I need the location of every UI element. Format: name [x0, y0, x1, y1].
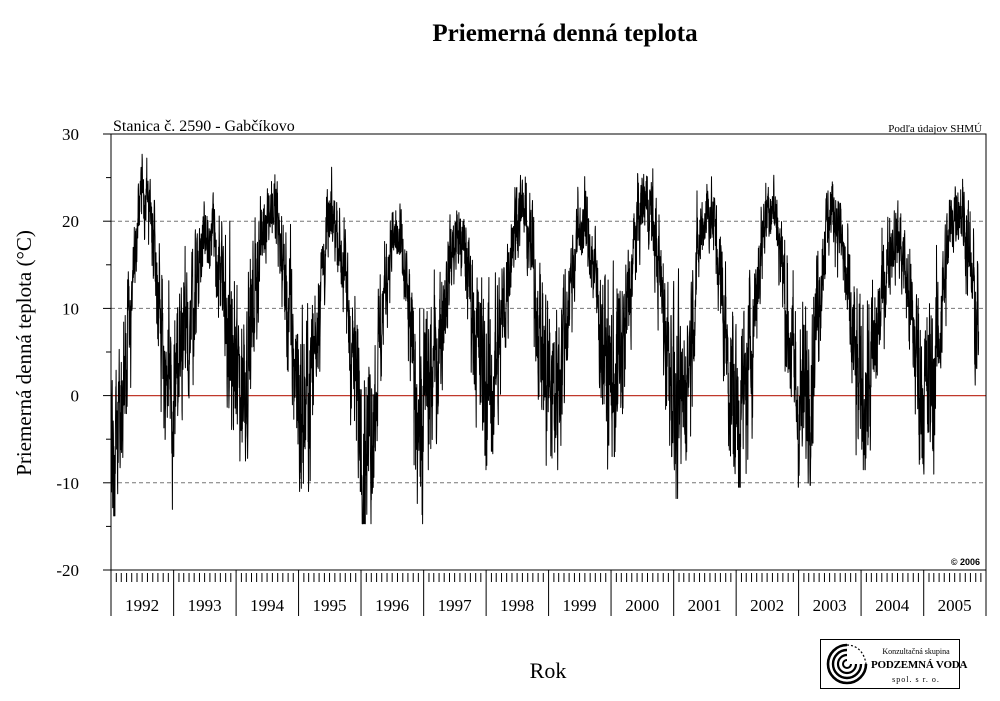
station-label: Stanica č. 2590 - Gabčíkovo: [113, 118, 295, 135]
x-tick-label: 1993: [188, 596, 222, 615]
y-axis-label: Priemerná denná teplota (°C): [12, 230, 36, 476]
copyright-label: © 2006: [951, 557, 980, 567]
x-tick-label: 2001: [688, 596, 722, 615]
x-tick-label: 1998: [500, 596, 534, 615]
x-axis: 1992 1993 1994 1995 1996 1997 1998 1999 2000 2001…: [110, 570, 987, 616]
logo-line3: spol. s r. o.: [892, 675, 940, 684]
y-tick-label: 20: [62, 212, 79, 231]
x-tick-label: 1997: [438, 596, 473, 615]
x-axis-label: Rok: [530, 658, 567, 683]
y-tick-label: -10: [56, 474, 79, 493]
x-tick-label: 1994: [250, 596, 285, 615]
chart-title: Priemerná denná teplota: [432, 20, 698, 47]
x-tick-label: 2002: [750, 596, 784, 615]
x-tick-label: 2004: [875, 596, 910, 615]
source-label: Podľa údajov SHMÚ: [888, 123, 982, 135]
y-tick-label: 0: [71, 387, 80, 406]
y-tick-label: -20: [56, 561, 79, 580]
x-tick-label: 2005: [938, 596, 972, 615]
logo-spiral-icon: [826, 643, 868, 685]
series-line: [110, 153, 980, 525]
x-tick-label: 1995: [313, 596, 347, 615]
y-axis: -20 -10 0 10 20 30: [56, 125, 111, 580]
company-logo: Konzultačná skupina PODZEMNÁ VODA spol. …: [820, 639, 968, 689]
y-tick-label: 10: [62, 299, 79, 318]
temperature-series-path: [110, 153, 980, 525]
x-tick-label: 1992: [125, 596, 159, 615]
x-tick-label: 2003: [813, 596, 847, 615]
logo-line2: PODZEMNÁ VODA: [871, 659, 968, 671]
y-tick-label: 30: [62, 125, 79, 144]
x-tick-label: 1999: [563, 596, 597, 615]
x-tick-label: 1996: [375, 596, 409, 615]
x-tick-label: 2000: [625, 596, 659, 615]
logo-line1: Konzultačná skupina: [882, 647, 950, 656]
